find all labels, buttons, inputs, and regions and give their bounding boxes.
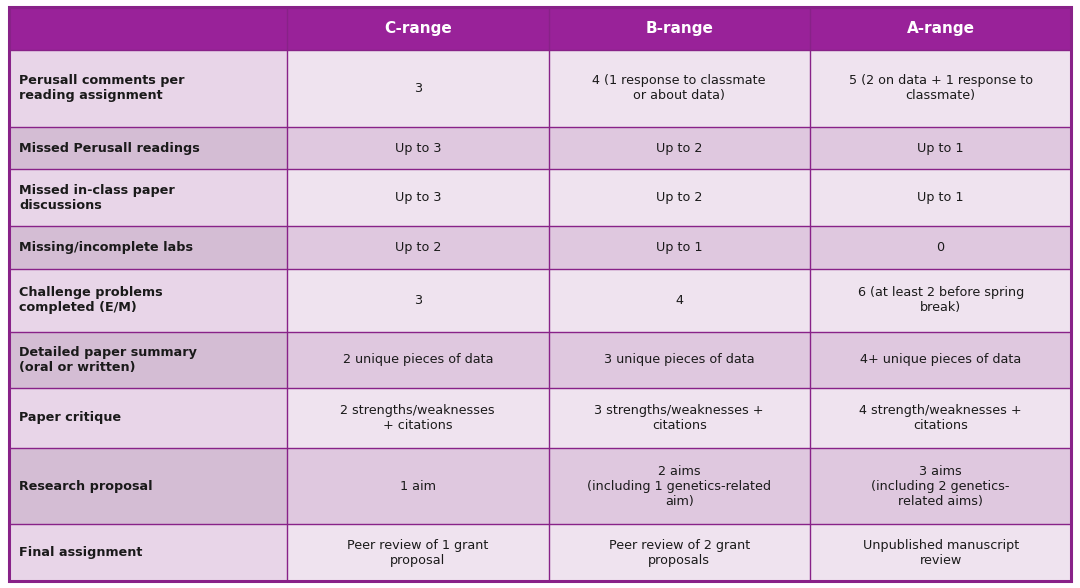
- Bar: [549, 269, 810, 332]
- Text: Up to 3: Up to 3: [394, 142, 441, 155]
- Text: 3: 3: [414, 82, 422, 95]
- Text: Up to 2: Up to 2: [656, 142, 702, 155]
- Bar: [810, 50, 1071, 127]
- Text: Up to 1: Up to 1: [656, 241, 702, 254]
- Text: 2 aims
(including 1 genetics-related
aim): 2 aims (including 1 genetics-related aim…: [588, 465, 771, 507]
- Text: Up to 2: Up to 2: [656, 191, 702, 204]
- Bar: [9, 169, 287, 226]
- Bar: [287, 332, 549, 388]
- Text: Missing/incomplete labs: Missing/incomplete labs: [19, 241, 193, 254]
- Text: Peer review of 1 grant
proposal: Peer review of 1 grant proposal: [347, 539, 488, 567]
- Text: 3: 3: [414, 293, 422, 306]
- Bar: [549, 169, 810, 226]
- Bar: [810, 127, 1071, 169]
- Text: Up to 3: Up to 3: [394, 191, 441, 204]
- Bar: [549, 447, 810, 524]
- Bar: [810, 524, 1071, 581]
- Text: 6 (at least 2 before spring
break): 6 (at least 2 before spring break): [858, 286, 1024, 314]
- Bar: [810, 447, 1071, 524]
- Bar: [287, 50, 549, 127]
- Text: A-range: A-range: [906, 21, 974, 36]
- Text: 5 (2 on data + 1 response to
classmate): 5 (2 on data + 1 response to classmate): [849, 75, 1032, 102]
- Bar: [549, 332, 810, 388]
- Bar: [549, 388, 810, 447]
- Bar: [549, 7, 810, 50]
- Bar: [810, 7, 1071, 50]
- Text: 4+ unique pieces of data: 4+ unique pieces of data: [860, 353, 1022, 366]
- Text: 4 (1 response to classmate
or about data): 4 (1 response to classmate or about data…: [593, 75, 766, 102]
- Bar: [549, 524, 810, 581]
- Text: Perusall comments per
reading assignment: Perusall comments per reading assignment: [19, 75, 185, 102]
- Text: Up to 1: Up to 1: [917, 191, 963, 204]
- Bar: [9, 524, 287, 581]
- Bar: [810, 388, 1071, 447]
- Text: Missed in-class paper
discussions: Missed in-class paper discussions: [19, 183, 175, 212]
- Text: 0: 0: [936, 241, 945, 254]
- Bar: [9, 7, 287, 50]
- Bar: [549, 50, 810, 127]
- Text: Up to 1: Up to 1: [917, 142, 963, 155]
- Bar: [287, 269, 549, 332]
- Bar: [9, 127, 287, 169]
- Bar: [9, 332, 287, 388]
- Bar: [9, 447, 287, 524]
- Text: Research proposal: Research proposal: [19, 480, 153, 493]
- Bar: [9, 226, 287, 269]
- Bar: [9, 388, 287, 447]
- Text: 3 aims
(including 2 genetics-
related aims): 3 aims (including 2 genetics- related ai…: [872, 465, 1010, 507]
- Text: 3 unique pieces of data: 3 unique pieces of data: [604, 353, 755, 366]
- Bar: [287, 388, 549, 447]
- Bar: [287, 447, 549, 524]
- Bar: [549, 127, 810, 169]
- Text: C-range: C-range: [383, 21, 451, 36]
- Text: 4 strength/weaknesses +
citations: 4 strength/weaknesses + citations: [860, 404, 1022, 432]
- Bar: [287, 226, 549, 269]
- Bar: [287, 524, 549, 581]
- Text: Peer review of 2 grant
proposals: Peer review of 2 grant proposals: [609, 539, 750, 567]
- Bar: [9, 50, 287, 127]
- Text: 2 strengths/weaknesses
+ citations: 2 strengths/weaknesses + citations: [340, 404, 495, 432]
- Text: Final assignment: Final assignment: [19, 546, 143, 559]
- Bar: [287, 127, 549, 169]
- Bar: [810, 332, 1071, 388]
- Text: 1 aim: 1 aim: [400, 480, 436, 493]
- Text: Up to 2: Up to 2: [394, 241, 441, 254]
- Bar: [549, 226, 810, 269]
- Text: 4: 4: [675, 293, 684, 306]
- Bar: [9, 269, 287, 332]
- Bar: [287, 7, 549, 50]
- Text: Detailed paper summary
(oral or written): Detailed paper summary (oral or written): [19, 346, 198, 374]
- Text: Challenge problems
completed (E/M): Challenge problems completed (E/M): [19, 286, 163, 314]
- Bar: [810, 169, 1071, 226]
- Text: 2 unique pieces of data: 2 unique pieces of data: [342, 353, 494, 366]
- Text: 3 strengths/weaknesses +
citations: 3 strengths/weaknesses + citations: [594, 404, 764, 432]
- Text: B-range: B-range: [645, 21, 713, 36]
- Text: Unpublished manuscript
review: Unpublished manuscript review: [863, 539, 1018, 567]
- Bar: [810, 269, 1071, 332]
- Text: Missed Perusall readings: Missed Perusall readings: [19, 142, 200, 155]
- Bar: [287, 169, 549, 226]
- Text: Paper critique: Paper critique: [19, 412, 122, 425]
- Bar: [810, 226, 1071, 269]
